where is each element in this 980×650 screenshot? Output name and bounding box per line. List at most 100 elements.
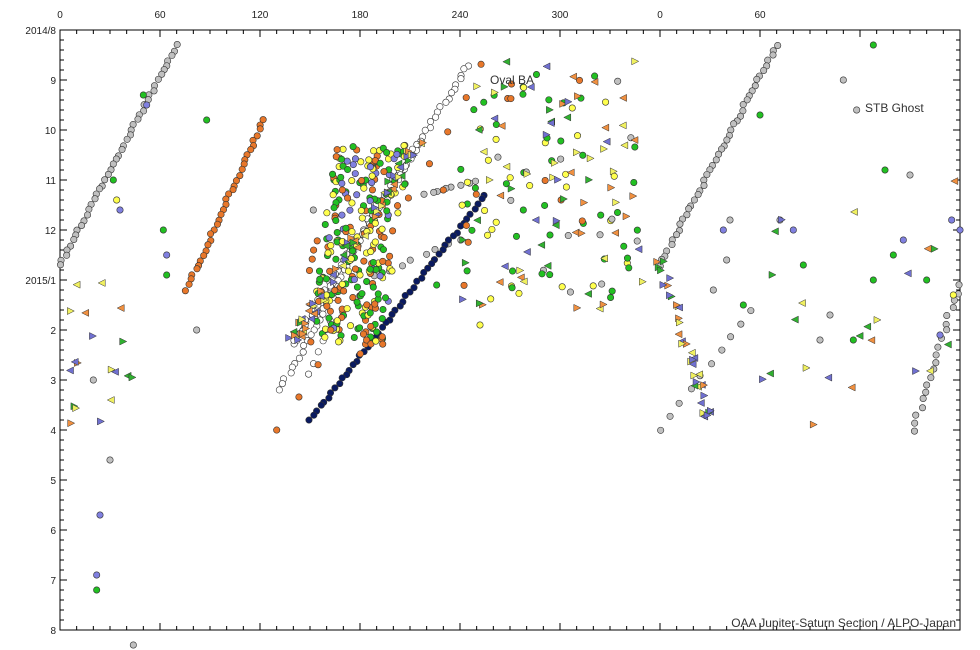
feature-triangle [766, 369, 774, 378]
feature-triangle [542, 62, 551, 71]
feature-dot [623, 254, 631, 262]
feature-dot [433, 281, 441, 289]
feature-dot [70, 235, 78, 243]
feature-dot [368, 172, 376, 180]
feature-dot [406, 288, 414, 296]
feature-triangle [89, 332, 97, 340]
feature-dot [113, 196, 121, 204]
feature-triangle [316, 292, 325, 301]
feature-triangle [72, 280, 81, 289]
feature-dot [259, 116, 267, 124]
feature-triangle [310, 309, 318, 318]
feature-triangle [390, 180, 398, 189]
data-marks [56, 41, 964, 649]
feature-dot [492, 218, 500, 226]
feature-dot [508, 284, 516, 292]
feature-dot [383, 149, 391, 157]
feature-dot [316, 267, 324, 275]
feature-dot [207, 230, 215, 238]
feature-triangle [601, 123, 610, 132]
feature-dot [129, 641, 137, 649]
feature-triangle [622, 212, 631, 221]
feature-dot [63, 251, 71, 259]
feature-triangle [394, 173, 403, 181]
feature-dot [727, 333, 735, 341]
feature-triangle [317, 287, 326, 295]
y-tick-label: 2 [50, 326, 56, 337]
feature-triangle [634, 245, 643, 254]
feature-dot [344, 194, 352, 202]
feature-dot [134, 115, 142, 123]
feature-dot [379, 246, 387, 254]
feature-dot [519, 206, 527, 214]
feature-dot [363, 301, 371, 309]
feature-dot [923, 381, 931, 389]
feature-dot [379, 257, 387, 265]
feature-dot [418, 274, 426, 282]
feature-triangle [330, 278, 338, 286]
feature-dot [457, 222, 465, 230]
feature-dot [396, 302, 404, 310]
feature-triangle [302, 324, 311, 333]
x-tick-label: 0 [57, 10, 63, 21]
feature-dot [299, 348, 307, 356]
feature-dot [368, 186, 376, 194]
feature-dot [545, 96, 553, 104]
feature-triangle [531, 216, 540, 224]
feature-triangle [631, 57, 640, 66]
feature-triangle [700, 391, 709, 400]
feature-dot [349, 143, 357, 151]
feature-dot [310, 411, 318, 419]
feature-triangle [490, 114, 499, 123]
y-tick-label: 10 [45, 126, 57, 137]
feature-dot [348, 228, 356, 236]
feature-dot [310, 246, 318, 254]
feature-dot [464, 238, 472, 246]
feature-triangle [873, 316, 882, 324]
feature-triangle [502, 162, 511, 171]
feature-triangle [676, 318, 684, 327]
feature-dot [478, 195, 486, 203]
feature-dot [366, 265, 374, 273]
feature-dot [912, 411, 920, 419]
feature-dot [435, 250, 443, 258]
feature-triangle [491, 88, 499, 97]
feature-dot [526, 182, 534, 190]
feature-dot [338, 280, 346, 288]
feature-dot [330, 204, 338, 212]
feature-dot [598, 280, 606, 288]
feature-dot [488, 225, 496, 233]
feature-dot [424, 264, 432, 272]
feature-dot [484, 156, 492, 164]
feature-dot [881, 166, 889, 174]
feature-dot [287, 369, 295, 377]
feature-dot [217, 210, 225, 218]
feature-dot [200, 252, 208, 260]
feature-triangle [674, 330, 683, 339]
feature-dot [329, 170, 337, 178]
feature-triangle [696, 399, 705, 407]
feature-dot [338, 179, 346, 187]
y-tick-label: 6 [50, 526, 56, 537]
feature-triangle [620, 141, 629, 150]
feature-dot [357, 158, 365, 166]
feature-dot [338, 186, 346, 194]
feature-dot [317, 401, 325, 409]
feature-triangle [526, 83, 535, 91]
feature-dot [633, 226, 641, 234]
feature-dot [332, 216, 340, 224]
feature-dot [430, 188, 438, 196]
feature-triangle [349, 238, 358, 247]
feature-dot [310, 326, 318, 334]
feature-dot [666, 412, 674, 420]
feature-triangle [522, 248, 531, 256]
feature-dot [321, 221, 329, 229]
feature-triangle [106, 396, 115, 404]
feature-triangle [119, 337, 128, 346]
y-tick-label: 7 [50, 576, 56, 587]
feature-dot [351, 170, 359, 178]
feature-dot [273, 426, 281, 434]
credit-text: OAA Jupiter-Saturn Section / ALPO-Japan [731, 616, 956, 630]
feature-dot [344, 267, 352, 275]
x-tick-label: 180 [352, 10, 369, 21]
